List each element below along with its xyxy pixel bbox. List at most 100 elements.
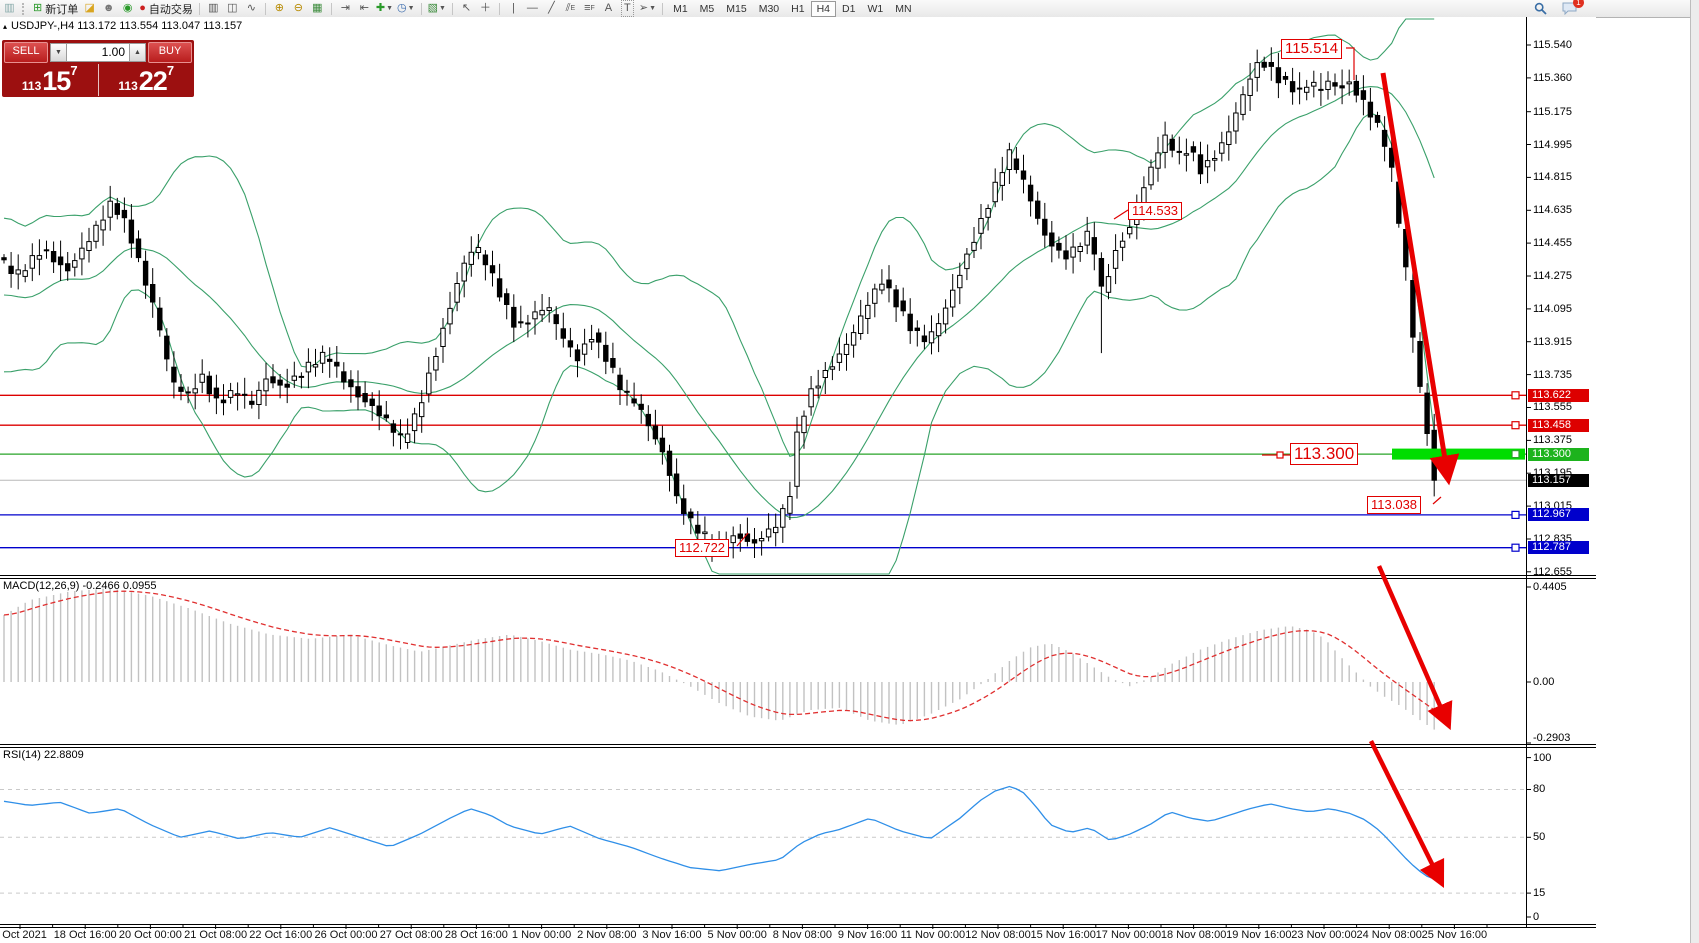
toolbar-separator (198, 2, 200, 15)
timeframe-button-mn[interactable]: MN (895, 2, 912, 15)
volume-increase-button[interactable]: ▲ (129, 43, 146, 62)
toolbar-separator (662, 2, 664, 15)
timeframe-button-w1[interactable]: W1 (867, 2, 884, 15)
time-axis-label: 20 Oct 00:00 (118, 929, 182, 941)
volume-input[interactable]: 1.00 (67, 43, 129, 62)
rsi-axis-label: 80 (1533, 783, 1546, 796)
chat-badge: 1 (1573, 0, 1584, 8)
timeframe-button-h1[interactable]: H1 (791, 2, 805, 15)
price-annotation: 114.533 (1128, 202, 1183, 220)
rsi-axis-label: 15 (1533, 887, 1546, 900)
arrows-tool-button[interactable]: ➢ ▼ (638, 2, 657, 14)
time-axis-label: 15 Nov 16:00 (1030, 929, 1096, 941)
add-indicator-button[interactable]: ✚ ▼ (375, 2, 394, 14)
timeframe-button-m30[interactable]: M30 (758, 2, 780, 15)
price-annotation: 112.722 (675, 539, 730, 557)
price-axis-label: 113.555 (1533, 401, 1572, 414)
time-axis-label: 27 Oct 08:00 (379, 929, 443, 941)
time-axis-label: 11 Nov 00:00 (900, 929, 966, 941)
price-axis-label: 114.095 (1533, 302, 1572, 315)
toolbar-handle (22, 2, 28, 15)
price-axis-label: 114.455 (1533, 237, 1572, 250)
zoom-in-icon[interactable]: ⊕ (274, 2, 284, 14)
text-label-tool-icon[interactable]: T (618, 0, 637, 17)
signals-icon[interactable]: ◉ (122, 2, 133, 14)
chat-icon[interactable]: 1 (1560, 0, 1584, 16)
price-axis-highlight-label: 113.622 (1528, 388, 1589, 402)
rsi-caption: RSI(14) 22.8809 (3, 749, 84, 761)
time-axis-label: 24 Nov 08:00 (1356, 929, 1422, 941)
price-axis-highlight-label: 113.157 (1528, 473, 1589, 487)
macd-axis-label: -0.2903 (1533, 732, 1571, 744)
macd-axis-label: 0.00 (1533, 676, 1555, 688)
vertical-line-icon[interactable]: | (511, 2, 515, 14)
time-axis-label: 1 Nov 00:00 (511, 929, 572, 941)
timeframe-bar: M1 M5 M15 M30 H1 H4 D1 W1 MN (667, 0, 917, 17)
new-order-button[interactable]: ⊞ 新订单 (33, 2, 79, 16)
time-axis-label: 22 Oct 16:00 (249, 929, 313, 941)
time-axis-label: 17 Nov 00:00 (1095, 929, 1162, 941)
price-axis-label: 115.540 (1533, 39, 1572, 51)
text-tool-icon[interactable]: A (604, 2, 613, 14)
candle-chart-icon[interactable]: ◫ (227, 2, 238, 14)
time-axis-label: 18 Nov 08:00 (1160, 929, 1227, 941)
price-axis-highlight-label: 113.458 (1528, 418, 1589, 432)
time-axis-label: 2 Nov 08:00 (577, 929, 637, 941)
price-axis-label: 114.635 (1533, 204, 1572, 217)
timeframe-button-m5[interactable]: M5 (699, 2, 715, 15)
autotrading-button[interactable]: ● 自动交易 (139, 2, 193, 16)
sell-price[interactable]: 113 15 7 (2, 64, 99, 96)
bar-chart-icon[interactable]: ▥ (208, 2, 219, 14)
horizontal-line-icon[interactable]: — (526, 2, 538, 14)
cursor-icon[interactable]: ↖ (461, 2, 472, 14)
rsi-axis-label: 50 (1533, 831, 1546, 844)
sell-button[interactable]: SELL (4, 42, 48, 63)
time-axis-label: 12 Nov 08:00 (965, 929, 1031, 941)
toolbar-separator (264, 2, 266, 15)
line-chart-icon[interactable]: ∿ (246, 2, 256, 14)
price-axis-label: 114.815 (1533, 171, 1572, 184)
time-axis-label: 8 Nov 08:00 (772, 929, 833, 941)
chart-shift-icon[interactable]: ⇥ (340, 2, 350, 14)
time-axis-label: 9 Nov 16:00 (837, 929, 898, 941)
auto-scroll-icon[interactable]: ⇤ (359, 2, 369, 14)
trendline-icon[interactable]: ╱ (548, 2, 555, 14)
new-order-icon: ⊞ (33, 2, 43, 14)
crosshair-icon[interactable]: ＋ (479, 2, 491, 14)
tile-windows-icon[interactable]: ▦ (312, 2, 323, 14)
buy-price[interactable]: 113 22 7 (118, 63, 175, 96)
price-axis-label: 113.735 (1533, 368, 1572, 381)
time-axis-label: 21 Oct 08:00 (184, 929, 248, 941)
main-toolbar: ▥ ⊞ 新订单 ◪ ☻ ◉ ● 自动交易 ▥ ◫ ∿ ⊕ ⊖ ▦ ⇥ ⇤ ✚ ▼ … (0, 0, 1699, 18)
timeframe-button-m1[interactable]: M1 (673, 2, 688, 15)
channel-icon[interactable]: ⫽ E (565, 2, 576, 14)
rsi-axis-label: 100 (1533, 751, 1552, 764)
zoom-out-icon[interactable]: ⊖ (293, 2, 303, 14)
timeframe-button-m15[interactable]: M15 (726, 2, 747, 15)
profile-icon[interactable]: ☻ (102, 2, 115, 14)
timeframe-button-d1[interactable]: D1 (842, 2, 856, 15)
timeframe-button-h4[interactable]: H4 (810, 0, 837, 17)
price-axis-highlight-label: 112.967 (1528, 508, 1589, 522)
price-axis-highlight-label: 113.300 (1528, 447, 1589, 461)
time-axis-label: 28 Oct 16:00 (444, 929, 508, 941)
periods-button[interactable]: ◷ ▼ (397, 2, 415, 14)
price-axis-label: 112.655 (1533, 565, 1572, 578)
rsi-axis-label: 0 (1533, 911, 1540, 923)
macd-caption: MACD(12,26,9) -0.2466 0.0955 (3, 580, 157, 592)
buy-button[interactable]: BUY (148, 42, 192, 63)
collapse-arrow-icon[interactable]: ▴ (3, 22, 8, 31)
search-icon[interactable] (1531, 1, 1550, 16)
macd-axis-label: 0.4405 (1533, 580, 1567, 593)
time-axis-label: 5 Oct 2021 (0, 929, 47, 941)
time-axis-label: 19 Nov 16:00 (1226, 929, 1292, 941)
styler-icon[interactable]: ◪ (84, 2, 95, 14)
window-cut-icon: ▥ (4, 2, 15, 14)
price-annotation: 113.038 (1367, 496, 1422, 514)
toolbar-separator (498, 2, 500, 15)
price-annotation: 115.514 (1281, 39, 1343, 59)
price-axis-label: 113.915 (1533, 335, 1572, 348)
volume-decrease-button[interactable]: ▼ (50, 43, 67, 62)
templates-button[interactable]: ▧ ▼ (427, 2, 446, 14)
fibonacci-icon[interactable]: ≡ F (584, 2, 595, 14)
